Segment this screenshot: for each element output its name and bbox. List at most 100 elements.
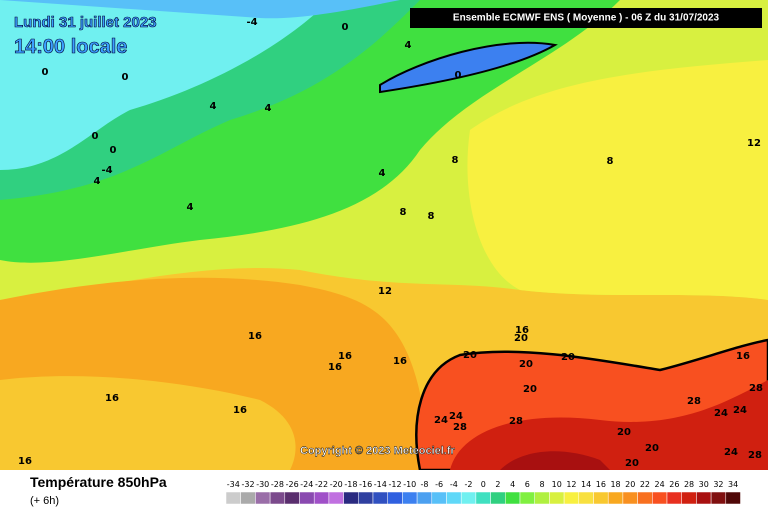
legend-tick-label: 34 <box>728 480 738 489</box>
legend-panel <box>0 470 768 512</box>
legend-tick-label: 22 <box>640 480 650 489</box>
legend-swatch <box>343 491 359 505</box>
contour-label: 20 <box>523 384 537 395</box>
header-box <box>410 8 762 28</box>
legend-swatch <box>578 491 594 505</box>
legend-swatch <box>622 491 638 505</box>
legend-swatch <box>225 491 241 505</box>
legend-swatch <box>387 491 403 505</box>
legend-tick-label: 16 <box>596 480 606 489</box>
legend-tick-label: 6 <box>525 480 530 489</box>
legend-swatch <box>519 491 535 505</box>
contour-label: 16 <box>328 362 342 373</box>
legend-swatch <box>681 491 697 505</box>
contour-label: 4 <box>265 103 272 114</box>
legend-tick-label: -12 <box>389 480 402 489</box>
legend-swatch <box>269 491 286 505</box>
contour-label: 16 <box>393 356 407 367</box>
contour-label: 20 <box>625 458 639 469</box>
contour-label: 0 <box>122 72 129 83</box>
legend-swatch <box>358 491 374 505</box>
temperature-field <box>0 0 768 472</box>
legend-swatch <box>313 491 330 505</box>
legend-tick-label: -30 <box>256 480 269 489</box>
contour-label: 24 <box>434 415 448 426</box>
legend-tick-label: -20 <box>330 480 343 489</box>
contour-label: 0 <box>92 131 99 142</box>
legend-tick-label: 20 <box>625 480 635 489</box>
legend-swatch <box>431 491 447 505</box>
legend-tick-label: 30 <box>699 480 709 489</box>
contour-label: 0 <box>42 67 49 78</box>
legend-swatch <box>372 491 388 505</box>
legend-tick-label: -14 <box>374 480 387 489</box>
contour-label: 24 <box>714 408 728 419</box>
contour-label: 28 <box>453 422 467 433</box>
contour-label: 16 <box>515 325 529 336</box>
legend-tick-label: 26 <box>669 480 679 489</box>
contour-label: -4 <box>101 165 112 176</box>
contour-label: 8 <box>400 207 407 218</box>
contour-label: 4 <box>94 176 101 187</box>
legend-tick-label: -26 <box>286 480 299 489</box>
contour-label: 12 <box>747 138 761 149</box>
legend-tick-label: 28 <box>684 480 694 489</box>
contour-label: 0 <box>455 70 462 81</box>
legend-tick-label: 8 <box>540 480 545 489</box>
title-date: Lundi 31 juillet 2023 <box>14 14 157 31</box>
contour-label: 4 <box>210 101 217 112</box>
legend-swatch <box>710 491 727 505</box>
legend-tick-label: -22 <box>315 480 328 489</box>
legend-swatch <box>666 491 682 505</box>
legend-tick-label: 10 <box>552 480 562 489</box>
contour-label: 16 <box>18 456 32 467</box>
contour-labels: -4 0 4 0 0 0 4 4 0 0 -4 4 8 4 8 12 4 8 8… <box>18 17 763 469</box>
contour-label: 24 <box>724 447 738 458</box>
legend-tick-label: -6 <box>435 480 443 489</box>
header: Ensemble ECMWF ENS ( Moyenne ) - 06 Z du… <box>453 13 720 24</box>
contour-label: 20 <box>617 427 631 438</box>
legend-swatch <box>416 491 433 505</box>
contour-label: 28 <box>749 383 763 394</box>
legend-tick-label: -18 <box>344 480 357 489</box>
legend-tick-label: -16 <box>359 480 372 489</box>
legend-swatch <box>593 491 609 505</box>
contour-label: 16 <box>338 351 352 362</box>
copyright: Copyright © 2023 Meteociel.fr <box>300 445 456 457</box>
legend-swatch <box>328 491 344 505</box>
legend-swatch <box>460 491 477 505</box>
legend-title: Température 850hPa <box>30 474 167 490</box>
contour-label: 20 <box>519 359 533 370</box>
legend-swatch <box>475 491 491 505</box>
legend-swatch <box>534 491 550 505</box>
contour-label: 20 <box>514 333 528 344</box>
contour-label: 24 <box>733 405 747 416</box>
legend-tick-label: 24 <box>655 480 665 489</box>
contour-label: 16 <box>248 331 262 342</box>
legend-tick-label: 4 <box>510 480 515 489</box>
legend-tick-label: 14 <box>581 480 591 489</box>
legend-tick-label: 32 <box>713 480 723 489</box>
contour-label: 0 <box>342 22 349 33</box>
legend-swatch <box>725 491 741 505</box>
contour-label: 24 <box>449 411 463 422</box>
legend-swatch <box>402 491 418 505</box>
contour-label: 4 <box>187 202 194 213</box>
legend-tick-label: -28 <box>271 480 284 489</box>
legend-tick-label: 12 <box>566 480 576 489</box>
contour-label: 12 <box>378 286 392 297</box>
legend-swatch <box>505 491 521 505</box>
legend-swatch <box>284 491 300 505</box>
legend-tick-label: -4 <box>450 480 458 489</box>
contour-label: 28 <box>509 416 523 427</box>
legend-tick-label: -34 <box>227 480 240 489</box>
legend-swatch <box>637 491 653 505</box>
legend-swatch <box>652 491 668 505</box>
legend-tick-label: 0 <box>481 480 486 489</box>
legend-tick-label: -24 <box>300 480 313 489</box>
legend-tick-label: -8 <box>420 480 428 489</box>
contour-label: 8 <box>607 156 614 167</box>
legend-swatch <box>607 491 624 505</box>
legend-swatch <box>490 491 506 505</box>
legend-swatch <box>549 491 565 505</box>
